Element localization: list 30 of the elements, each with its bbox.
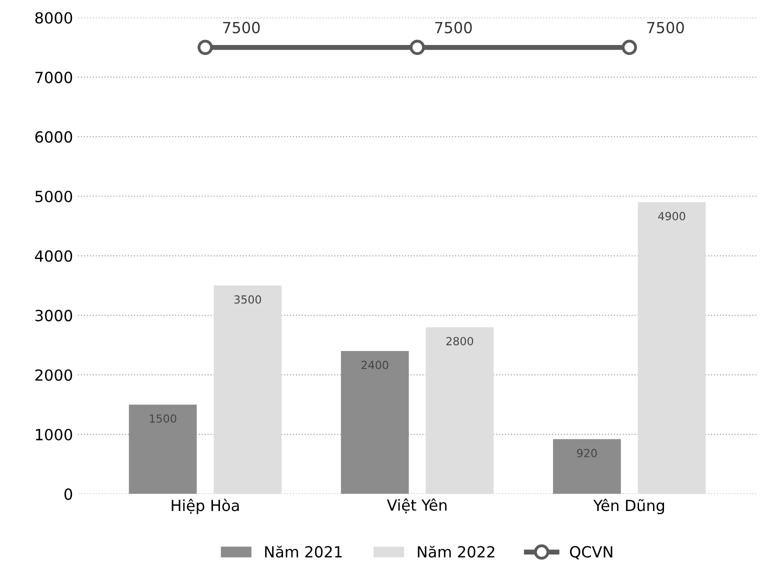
y-tick-label: 3000: [35, 310, 72, 322]
y-tick-label: 6000: [35, 131, 72, 143]
x-tick-label: Hiệp Hòa: [172, 498, 239, 514]
legend-label: QCVN: [570, 546, 612, 560]
y-tick-label: 2000: [35, 369, 72, 381]
y-tick-label: 8000: [35, 12, 72, 24]
data-label: 1500: [150, 414, 176, 423]
x-tick-label: Việt Yên: [386, 498, 446, 514]
y-tick-label: 7000: [36, 72, 72, 84]
bar: [340, 351, 409, 494]
y-tick-label: 1000: [36, 428, 72, 440]
data-label: 3500: [234, 295, 262, 304]
data-label: 7500: [647, 22, 684, 34]
y-tick-label: 4000: [35, 250, 72, 262]
data-label: 7500: [223, 22, 260, 34]
data-label: 920: [577, 448, 597, 458]
data-label: 7500: [435, 22, 472, 34]
bar: [214, 286, 282, 494]
data-label: 2800: [446, 336, 474, 346]
bar: [638, 202, 706, 494]
y-tick-label: 0: [64, 488, 72, 500]
data-label: 4900: [658, 212, 686, 220]
legend-label: Năm 2022: [418, 546, 494, 558]
legend-label: Năm 2021: [265, 546, 342, 558]
bar: [426, 327, 494, 494]
y-tick-label: 5000: [35, 190, 72, 202]
bar: [553, 439, 621, 494]
bar: [128, 404, 197, 494]
x-tick-label: Yên Dũng: [593, 498, 664, 514]
data-label: 2400: [362, 360, 388, 370]
